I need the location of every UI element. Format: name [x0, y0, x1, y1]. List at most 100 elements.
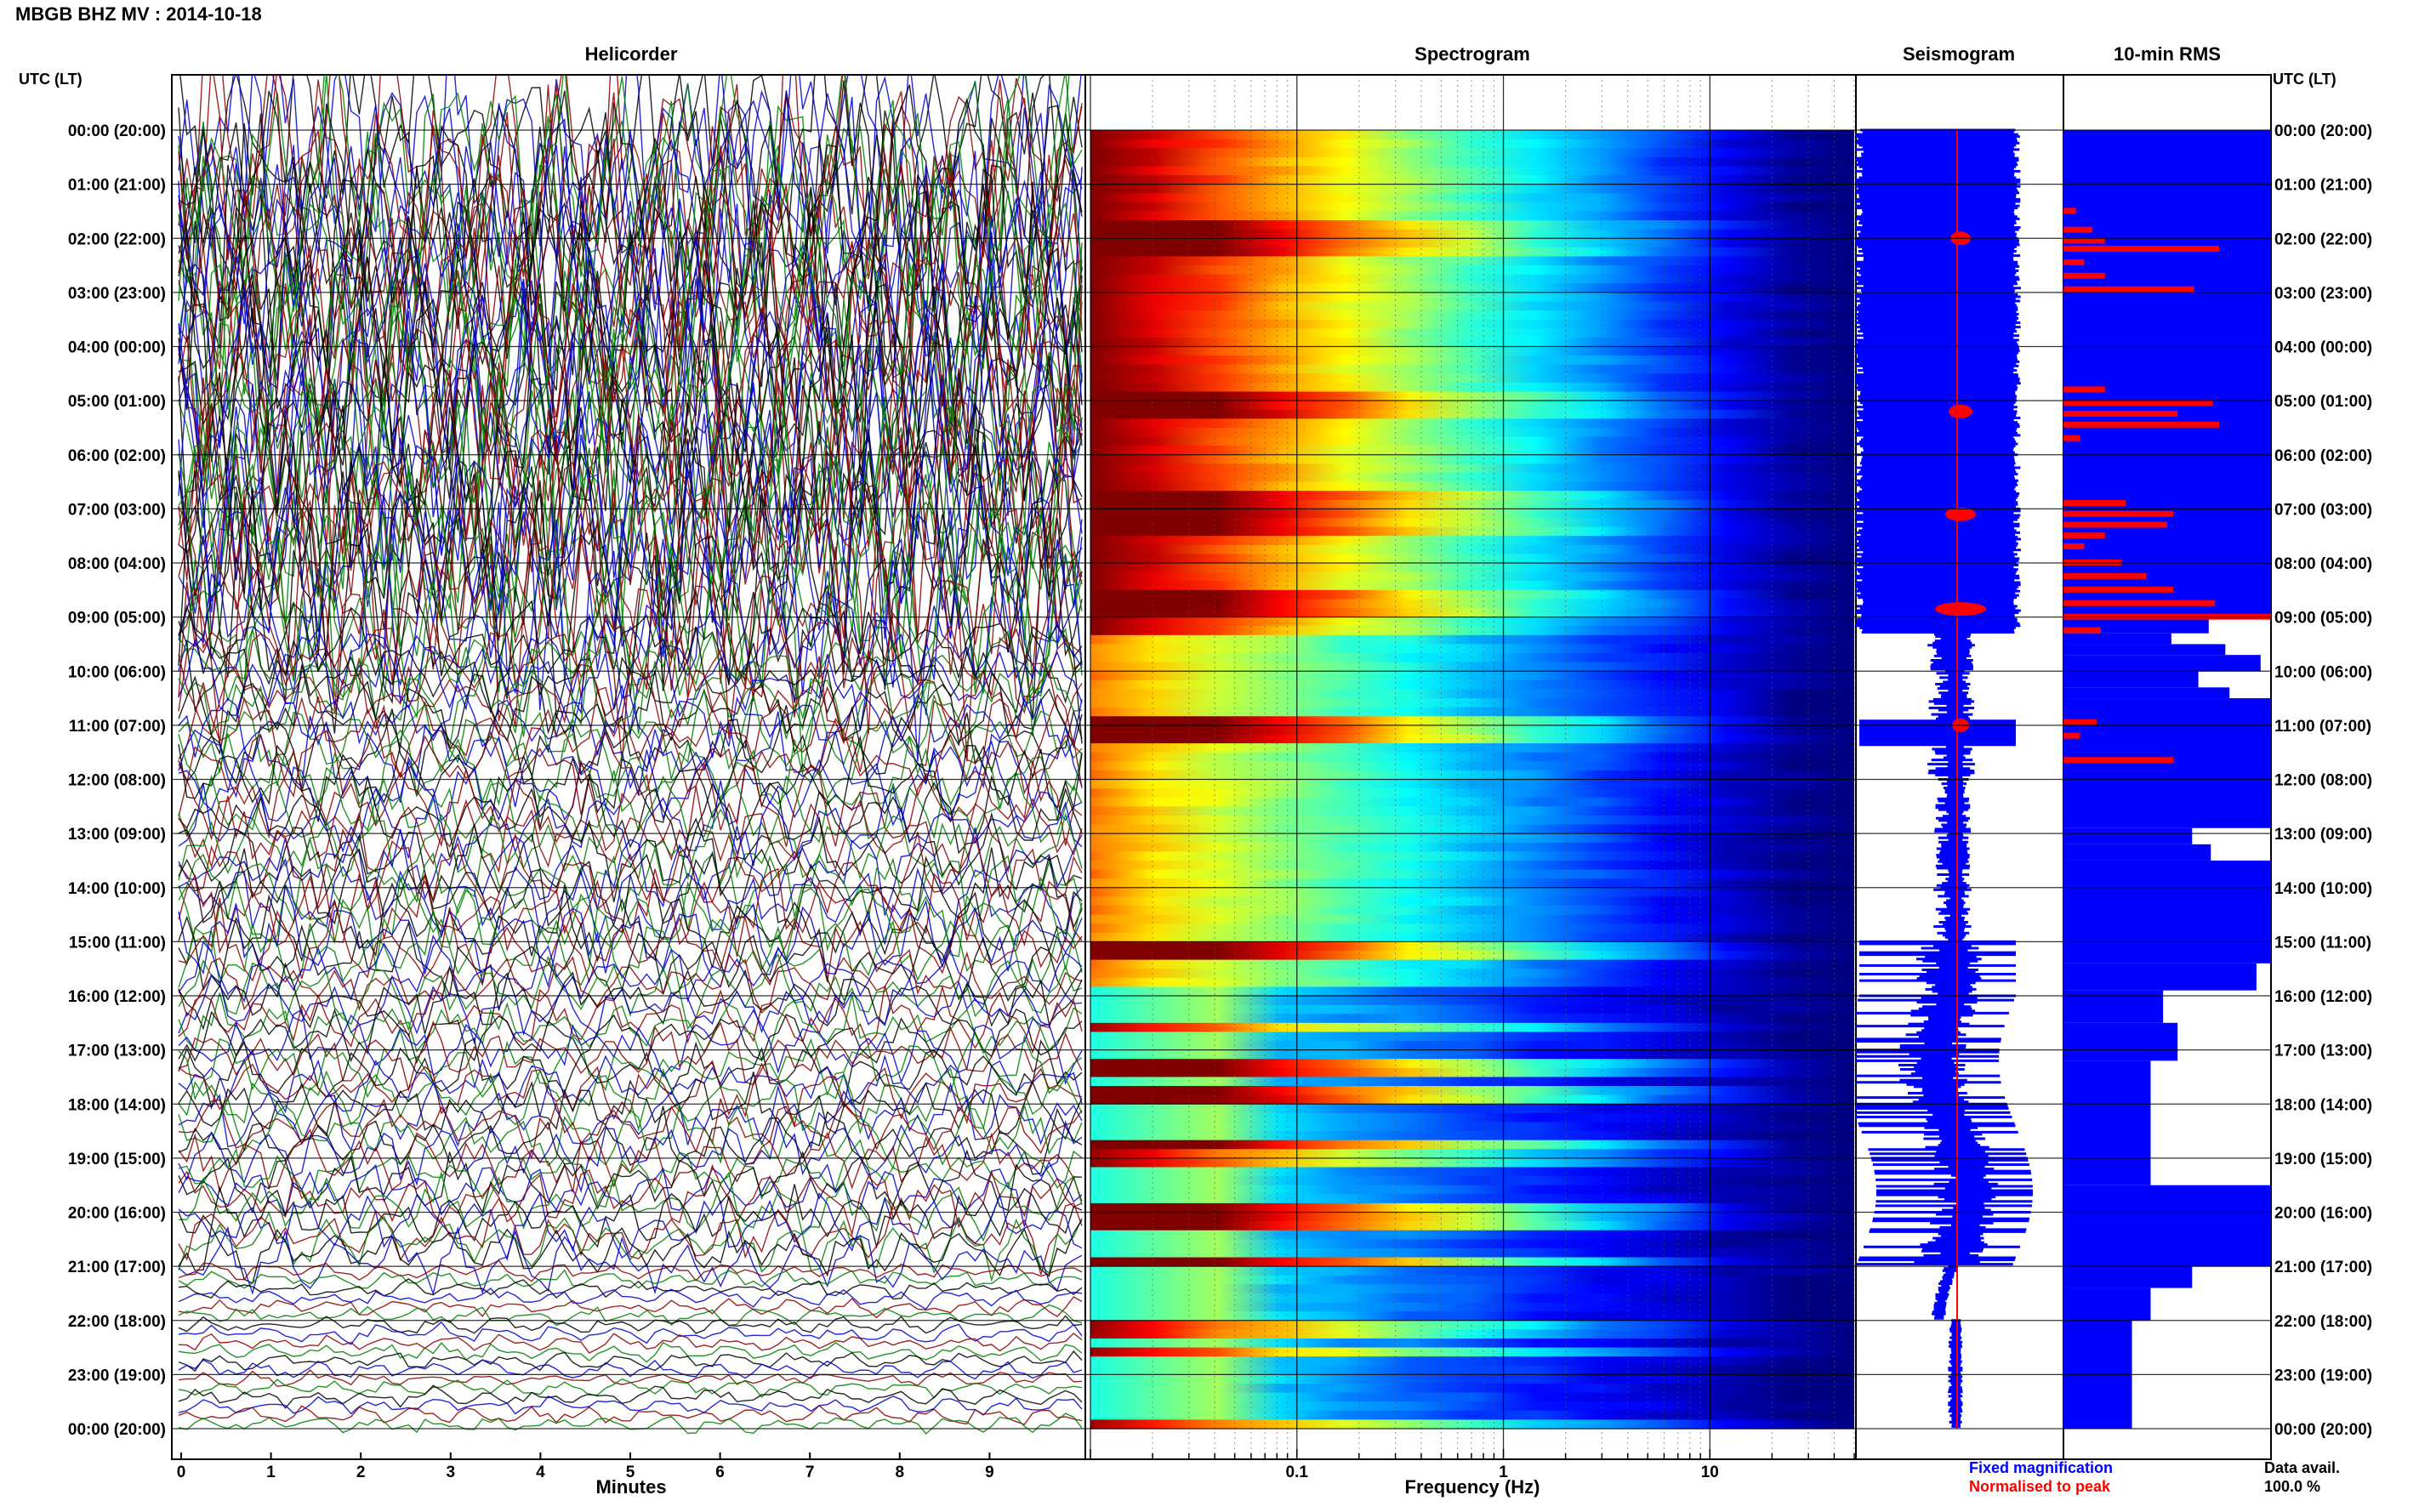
spectrogram-row: [1090, 373, 1854, 384]
spectrogram-row: [1090, 1022, 1854, 1033]
helicorder-row-trace: [178, 155, 1083, 417]
helicorder-traces: [178, 75, 1083, 1435]
spectrogram-row: [1090, 1032, 1854, 1042]
rms-red-bar: [2063, 237, 2105, 244]
left-time-label: 16:00 (12:00): [68, 988, 166, 1006]
spectrogram-row: [1090, 679, 1854, 691]
right-time-label: 17:00 (13:00): [2274, 1043, 2372, 1060]
spectrogram-row: [1090, 599, 1854, 609]
spectrogram-row: [1090, 617, 1854, 627]
helicorder-row-trace: [178, 354, 1083, 639]
helicorder-row-trace: [178, 75, 1083, 317]
helicorder-row-trace: [178, 907, 1083, 992]
spectrogram-grid: [1090, 75, 1855, 1459]
right-time-label: 00:00 (20:00): [2274, 1421, 2372, 1439]
spectrogram-row: [1090, 662, 1854, 672]
helicorder-x-ticks: 0 1 2 3 4 5 6 7 8 9: [177, 1452, 994, 1481]
right-time-label: 23:00 (19:00): [2274, 1367, 2372, 1384]
helicorder-row-trace: [178, 185, 1083, 432]
spectrogram-row: [1090, 725, 1854, 736]
spectrogram-row: [1090, 1257, 1854, 1267]
rms-red-bar: [2063, 421, 2219, 428]
spectrogram-row: [1090, 1356, 1854, 1367]
helicorder-row-trace: [178, 674, 1083, 764]
helicorder-row-trace: [178, 235, 1083, 487]
spectrogram-row: [1090, 1176, 1854, 1186]
spectrogram-row: [1090, 924, 1854, 934]
helicorder-x-tick-label: 6: [715, 1464, 725, 1481]
spectrogram-row: [1090, 698, 1854, 708]
spectrogram-row: [1090, 743, 1854, 753]
spectrogram-row: [1090, 1212, 1854, 1222]
rms-red-bar: [2063, 272, 2105, 279]
spectrogram-x-tick-label: 1: [1499, 1464, 1508, 1481]
spectrogram-row: [1090, 1157, 1854, 1168]
rms-red-bar: [2063, 757, 2174, 764]
spectrogram-row: [1090, 716, 1854, 726]
spectrogram-row: [1090, 148, 1854, 158]
spectrogram-row: [1090, 1293, 1854, 1304]
helicorder-row-trace: [178, 934, 1083, 1005]
spectrogram-row: [1090, 509, 1854, 519]
spectrogram-row: [1090, 517, 1854, 528]
spectrogram-row: [1090, 130, 1854, 140]
spectrogram-row: [1090, 833, 1854, 844]
data-availability-label: Data avail.: [2264, 1459, 2340, 1476]
helicorder-row-trace: [178, 1359, 1083, 1380]
spectrogram-row: [1090, 229, 1854, 239]
left-time-label: 08:00 (04:00): [68, 555, 166, 573]
spectrogram-row: [1090, 401, 1854, 411]
helicorder-row-trace: [178, 1278, 1083, 1300]
rms-blue-bar: [2063, 1060, 2151, 1185]
helicorder-row-trace: [178, 992, 1083, 1062]
helicorder-row-trace: [178, 421, 1083, 675]
helicorder-row-trace: [178, 435, 1083, 735]
spectrogram-row: [1090, 292, 1854, 303]
left-axis-label: UTC (LT): [19, 71, 83, 88]
rms-red-bar: [2063, 732, 2080, 739]
spectrogram-row: [1090, 950, 1854, 961]
helicorder-row-trace: [178, 220, 1083, 486]
spectrogram-row: [1090, 274, 1854, 284]
spectrogram-row: [1090, 996, 1854, 1006]
left-time-label: 18:00 (14:00): [68, 1096, 166, 1114]
legend-normalised-to-peak: Normalised to peak: [1969, 1478, 2111, 1495]
spectrogram-row: [1090, 265, 1854, 276]
spectrogram-row: [1090, 1014, 1854, 1024]
spectrogram-row: [1090, 1374, 1854, 1384]
left-time-label: 00:00 (20:00): [68, 1421, 166, 1439]
rms-red-bar: [2063, 532, 2105, 539]
helicorder-row-trace: [178, 267, 1083, 518]
rms-blue-bar: [2063, 698, 2271, 828]
left-time-label: 01:00 (21:00): [68, 177, 166, 195]
spectrogram-row: [1090, 1122, 1854, 1132]
right-axis-label: UTC (LT): [2273, 71, 2336, 88]
left-time-label: 06:00 (02:00): [68, 447, 166, 465]
spectrogram-row: [1090, 770, 1854, 781]
right-time-label: 13:00 (09:00): [2274, 826, 2372, 844]
spectrogram-row: [1090, 544, 1854, 554]
rms-blue-bar: [2063, 671, 2199, 688]
legend-fixed-magnification: Fixed magnification: [1969, 1459, 2113, 1476]
helicorder-row-trace: [178, 1341, 1083, 1363]
spectrogram-row: [1090, 788, 1854, 799]
helicorder-row-trace: [178, 740, 1083, 827]
left-time-label: 04:00 (00:00): [68, 339, 166, 357]
rms-red-bar: [2063, 411, 2178, 418]
helicorder-row-trace: [178, 785, 1083, 876]
spectrogram-row: [1090, 499, 1854, 509]
rms-red-bar: [2063, 400, 2213, 406]
spectrogram-x-ticks: 0.1 1 10: [1090, 1449, 1855, 1481]
helicorder-row-trace: [178, 1081, 1083, 1152]
spectrogram-row: [1090, 1275, 1854, 1285]
spectrogram-row: [1090, 734, 1854, 744]
spectrogram-x-label: Frequency (Hz): [1405, 1476, 1540, 1498]
helicorder-row-trace: [178, 1184, 1083, 1249]
helicorder-row-trace: [178, 650, 1083, 745]
rms-blue-bar: [2063, 1287, 2151, 1321]
rms-red-bar: [2063, 586, 2174, 593]
rms-red-bar: [2063, 435, 2080, 441]
spectrogram-row: [1090, 481, 1854, 492]
left-time-label: 02:00 (22:00): [68, 230, 166, 248]
left-time-label: 00:00 (20:00): [68, 122, 166, 140]
